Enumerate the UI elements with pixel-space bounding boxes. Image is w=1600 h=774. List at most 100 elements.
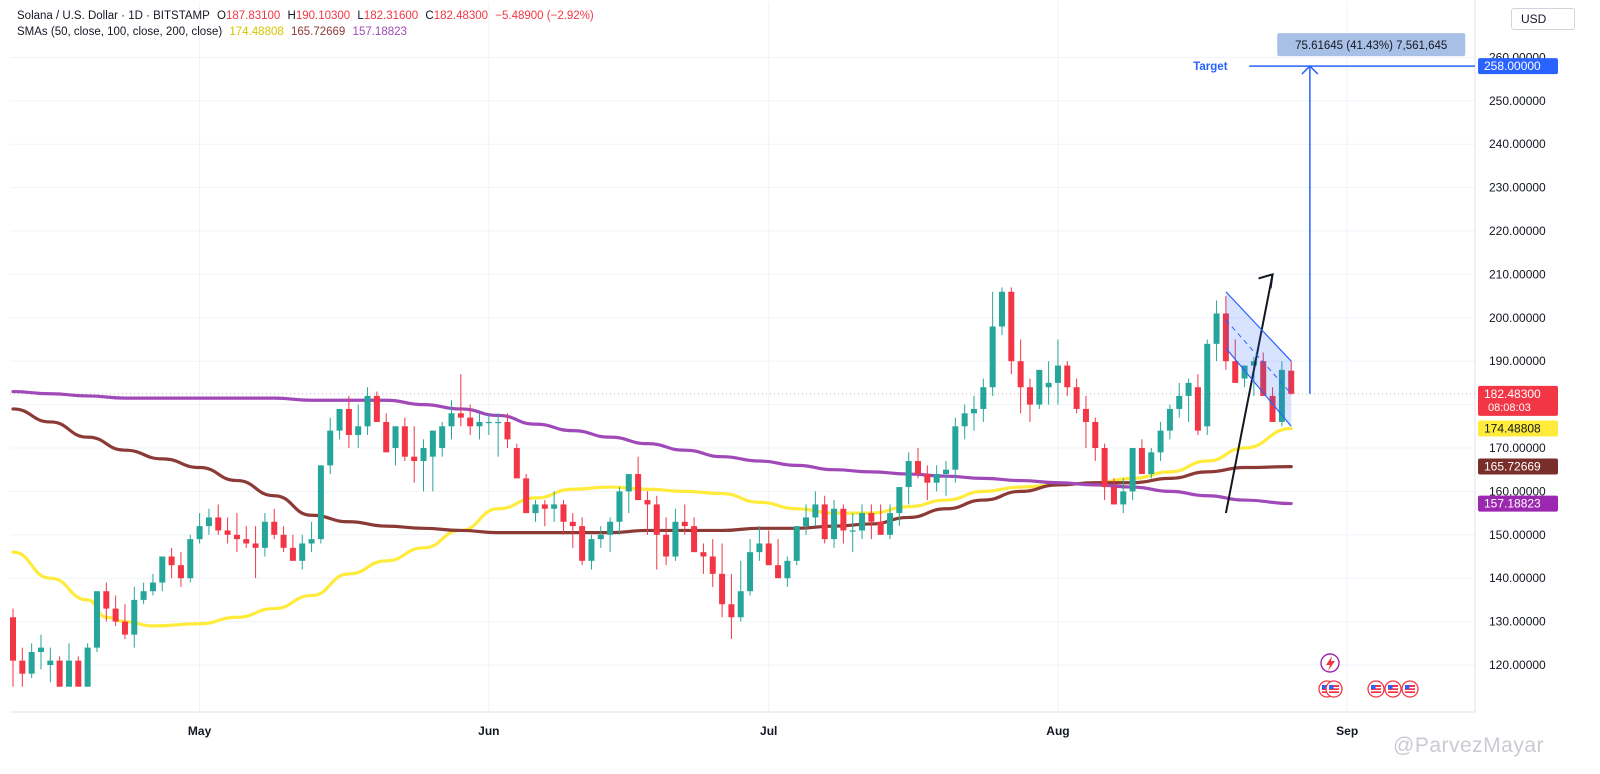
candle: [569, 513, 576, 548]
price-tick-label: 230.00000: [1489, 181, 1546, 195]
candle-body: [840, 508, 847, 531]
candle-body: [383, 421, 390, 453]
flag-channel-mid: [1225, 319, 1292, 395]
event-icons[interactable]: [1318, 653, 1419, 698]
candle: [448, 400, 455, 440]
candle-body: [103, 591, 110, 609]
candle: [681, 504, 688, 535]
price-tick-label: 240.00000: [1489, 137, 1546, 151]
us-flag-stripe: [1388, 687, 1398, 689]
sma200-line: [11, 389, 1293, 506]
candle-body: [672, 521, 679, 557]
candle-body: [989, 326, 996, 388]
candle-body: [112, 608, 119, 622]
candle: [1185, 378, 1192, 422]
candle-body: [1073, 387, 1080, 409]
flag-channel-upper: [1225, 291, 1292, 362]
currency-button[interactable]: USD: [1511, 8, 1575, 30]
candle: [261, 513, 268, 557]
candle-body: [1064, 365, 1071, 388]
candle-body: [896, 487, 903, 514]
candle: [747, 539, 754, 596]
candle-body: [1260, 361, 1267, 396]
candle-body: [784, 560, 791, 579]
candle: [1269, 387, 1276, 422]
lightning-event[interactable]: [1320, 653, 1340, 673]
measure-label-box: [1277, 33, 1466, 57]
event-flag-4[interactable]: [1384, 680, 1402, 698]
candle-body: [168, 556, 175, 566]
candle: [84, 643, 91, 687]
candle-body: [10, 617, 16, 661]
open-label: O: [217, 10, 226, 22]
candle: [1260, 352, 1267, 396]
us-flag-stripe: [1329, 687, 1339, 689]
candle-body: [299, 543, 306, 561]
target-price-tag: 258.00000: [1478, 58, 1558, 75]
candle-body: [457, 413, 464, 418]
sma200-price-tag-text: 157.18823: [1484, 497, 1541, 511]
candle-body: [644, 500, 651, 505]
open-value: 187.83100: [225, 10, 281, 22]
candle: [1204, 339, 1211, 435]
candle-body: [485, 421, 492, 424]
candle: [859, 504, 866, 540]
ohlc-values: O187.83100 H190.10300 L182.31600 C182.48…: [217, 10, 598, 22]
candle: [821, 495, 828, 544]
candle: [1045, 361, 1052, 405]
candle-body: [131, 599, 138, 635]
target-label: Target: [1193, 61, 1227, 73]
candle-body: [224, 530, 231, 535]
candle: [439, 421, 446, 457]
candle: [364, 387, 371, 435]
candle-body: [467, 417, 474, 427]
candle-body: [1120, 491, 1127, 505]
candle-body: [943, 469, 949, 475]
candle-body: [775, 565, 782, 579]
candle: [308, 521, 315, 553]
candle: [289, 534, 296, 561]
candle: [47, 647, 54, 683]
candle: [1092, 417, 1099, 462]
candle-body: [970, 408, 977, 414]
candle: [784, 556, 791, 587]
price-tick-label: 150.00000: [1489, 528, 1546, 542]
candle-body: [280, 534, 287, 548]
candle-body: [1166, 408, 1173, 431]
candle-body: [233, 534, 240, 540]
event-flag-2[interactable]: [1325, 680, 1343, 698]
target-price-tag-bg: [1478, 58, 1558, 75]
candle: [187, 534, 194, 583]
candle-body: [159, 556, 166, 583]
event-flag-3[interactable]: [1367, 680, 1385, 698]
candle-body: [149, 582, 156, 592]
time-tick-label: May: [188, 724, 212, 738]
candle: [616, 487, 623, 535]
candle: [691, 517, 698, 553]
candle: [1120, 478, 1127, 514]
event-flag-5[interactable]: [1401, 680, 1419, 698]
us-flag-stripe: [1329, 690, 1339, 692]
candle: [355, 404, 362, 448]
lightning-bolt: [1326, 656, 1335, 671]
price-axis[interactable]: 120.00000 130.00000 140.00000 150.00000 160.…: [1489, 50, 1546, 672]
candle: [177, 552, 184, 587]
candle: [1250, 356, 1257, 396]
candle-body: [952, 426, 959, 470]
candle: [383, 413, 390, 453]
candle-body: [261, 521, 268, 548]
candle-body: [439, 426, 446, 448]
us-flag-canton: [1329, 685, 1334, 689]
candle-body: [560, 504, 567, 522]
time-axis[interactable]: May Jun Jul Aug Sep: [188, 724, 1358, 738]
candle: [336, 408, 343, 440]
candle-body: [616, 491, 623, 522]
price-tick-label: 250.00000: [1489, 94, 1546, 108]
close-label: C: [425, 10, 434, 22]
candle: [849, 513, 856, 553]
candle: [1017, 339, 1024, 414]
candle-body: [635, 474, 642, 501]
candle-body: [551, 504, 558, 509]
